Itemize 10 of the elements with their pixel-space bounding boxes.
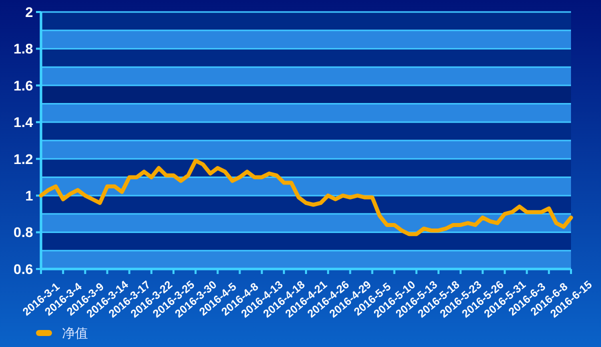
y-tick-label: 1.8 xyxy=(14,40,34,57)
y-tick-label: 1.4 xyxy=(14,114,34,130)
y-tick-label: 0.8 xyxy=(14,224,34,240)
y-tick-label: 2 xyxy=(25,4,34,20)
y-tick-label: 1.2 xyxy=(14,150,34,167)
line-series xyxy=(39,158,573,236)
y-tick-label: 1.6 xyxy=(14,77,34,94)
y-tick-label: 1 xyxy=(25,187,34,204)
legend-label: 净值 xyxy=(62,326,88,341)
y-tick-label: 0.6 xyxy=(14,260,34,277)
